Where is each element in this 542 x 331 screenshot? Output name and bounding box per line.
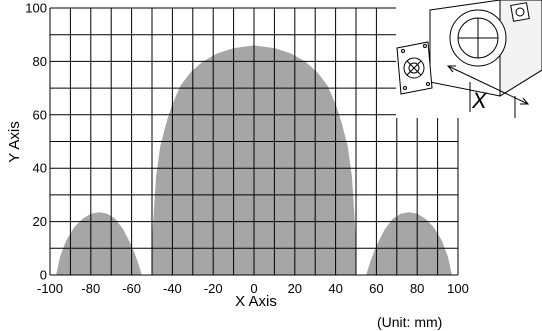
x-tick-label: 80 xyxy=(410,281,424,296)
y-tick-labels: 0 20 40 60 80 100 xyxy=(25,1,47,283)
y-tick-label: 100 xyxy=(25,1,47,16)
y-tick-label: 80 xyxy=(33,54,47,69)
x-tick-label: -40 xyxy=(163,281,182,296)
x-tick-label: -80 xyxy=(81,281,100,296)
y-tick-label: 40 xyxy=(33,161,47,176)
x-tick-label: 60 xyxy=(369,281,383,296)
detection-region-1 xyxy=(56,212,142,275)
detection-region-3 xyxy=(366,212,452,275)
x-axis-label: X Axis xyxy=(235,293,277,310)
x-tick-labels: -100 -80 -60 -40 -20 0 20 40 60 80 100 xyxy=(37,281,469,296)
x-tick-label: 40 xyxy=(328,281,342,296)
x-tick-label: 0 xyxy=(250,281,257,296)
inset-distance-label: X xyxy=(471,88,488,113)
y-tick-label: 20 xyxy=(33,214,47,229)
unit-note: (Unit: mm) xyxy=(377,314,442,330)
sensor-inset-illustration: X xyxy=(396,0,542,118)
y-axis-label: Y Axis xyxy=(6,121,23,162)
y-tick-label: 60 xyxy=(33,107,47,122)
x-tick-label: -20 xyxy=(204,281,223,296)
y-tick-label: 0 xyxy=(40,268,47,283)
x-tick-label: 20 xyxy=(288,281,302,296)
x-tick-label: -60 xyxy=(122,281,141,296)
x-tick-label: 100 xyxy=(447,281,469,296)
x-tick-label: -100 xyxy=(37,281,63,296)
